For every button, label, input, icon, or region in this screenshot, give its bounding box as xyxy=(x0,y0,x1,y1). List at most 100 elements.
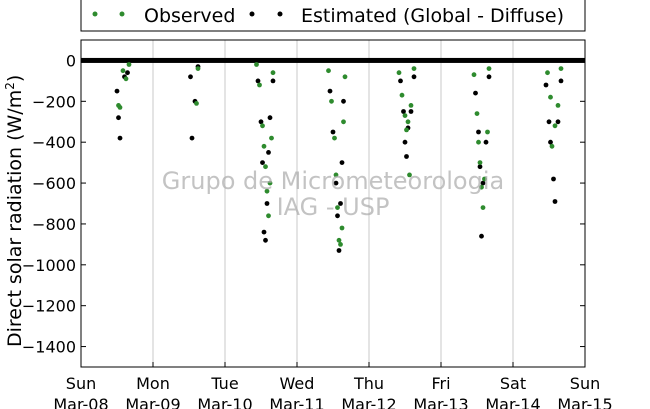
data-point xyxy=(333,172,339,178)
data-point xyxy=(116,115,121,121)
y-tick-label: −1000 xyxy=(22,256,76,275)
data-point xyxy=(336,237,342,243)
data-point xyxy=(258,119,264,125)
data-point xyxy=(195,66,201,71)
data-point xyxy=(329,98,334,104)
data-point xyxy=(267,115,273,121)
data-point xyxy=(486,74,492,80)
data-point xyxy=(270,78,276,84)
data-point xyxy=(477,164,483,170)
data-point xyxy=(330,129,336,135)
x-tick-label-day: Fri xyxy=(431,374,450,393)
data-point xyxy=(270,70,276,76)
data-point xyxy=(333,180,339,186)
x-tick-label-date: Mar-12 xyxy=(341,395,396,409)
data-point xyxy=(120,68,126,74)
data-point xyxy=(125,70,130,76)
data-point xyxy=(485,129,490,135)
x-tick-label-date: Mar-11 xyxy=(269,395,324,409)
data-point xyxy=(263,164,268,170)
data-point xyxy=(123,76,129,82)
data-point xyxy=(339,160,345,166)
data-point xyxy=(408,103,414,108)
x-tick-label-day: Wed xyxy=(280,374,315,393)
data-point xyxy=(555,103,561,108)
legend-label-estimated: Estimated (Global - Diffuse) xyxy=(301,5,564,27)
data-point xyxy=(552,123,558,129)
x-tick-label-date: Mar-14 xyxy=(485,395,540,409)
data-point xyxy=(404,127,409,133)
data-point xyxy=(551,176,556,182)
data-point xyxy=(342,74,348,80)
data-point xyxy=(189,135,195,141)
data-point xyxy=(401,109,406,114)
x-tick-label-day: Tue xyxy=(210,374,238,393)
y-tick-label: −800 xyxy=(32,215,76,234)
data-point xyxy=(399,92,405,98)
x-tick-label-day: Sat xyxy=(500,374,526,393)
legend-marker-observed xyxy=(92,11,125,17)
legend-marker-estimated xyxy=(249,11,283,17)
x-tick-label-day: Mon xyxy=(136,374,170,393)
x-tick-label-date: Mar-13 xyxy=(413,395,468,409)
data-point xyxy=(263,237,268,243)
data-point xyxy=(480,180,486,186)
data-point xyxy=(543,82,549,88)
data-point xyxy=(411,66,417,71)
data-point xyxy=(188,74,193,80)
y-axis-ticks: 0 −200 −400 −600 −800 −1000 −1200 −1400 xyxy=(22,51,585,357)
data-point xyxy=(257,82,262,88)
data-point xyxy=(483,139,489,145)
data-point xyxy=(558,66,564,71)
watermark-line: Grupo de Micrometeorologia xyxy=(162,167,504,195)
watermark-line: IAG - USP xyxy=(277,193,390,221)
data-point xyxy=(335,205,340,211)
data-point xyxy=(398,78,403,84)
data-point xyxy=(396,70,402,76)
gridlines xyxy=(152,40,514,367)
plot-area xyxy=(81,40,585,367)
data-point xyxy=(402,113,408,118)
data-point xyxy=(261,143,267,149)
data-point xyxy=(479,184,484,190)
data-point xyxy=(476,129,481,135)
y-tick-label: −400 xyxy=(32,133,76,152)
data-point xyxy=(404,154,409,159)
data-point xyxy=(261,229,267,235)
legend-frame xyxy=(80,0,586,32)
data-point xyxy=(266,213,271,219)
data-point xyxy=(474,111,480,116)
data-point xyxy=(407,172,412,178)
data-point xyxy=(332,135,337,141)
data-point xyxy=(117,135,123,141)
x-tick-label-date: Mar-08 xyxy=(53,395,108,409)
data-point xyxy=(341,119,346,125)
data-point xyxy=(408,109,414,114)
y-tick-label: −600 xyxy=(32,174,76,193)
data-point xyxy=(476,139,481,145)
data-point xyxy=(194,101,199,106)
data-point xyxy=(126,62,132,67)
x-tick-label-day: Sun xyxy=(66,374,96,393)
data-point xyxy=(471,72,477,78)
x-tick-label-day: Sun xyxy=(570,374,600,393)
data-point xyxy=(260,160,265,166)
y-tick-label: −1400 xyxy=(22,338,76,357)
data-point xyxy=(335,213,340,219)
data-point xyxy=(477,160,483,166)
data-point xyxy=(266,150,271,155)
data-point xyxy=(552,199,558,204)
data-point xyxy=(411,74,417,80)
data-point xyxy=(480,205,486,211)
data-point xyxy=(264,201,270,206)
data-point xyxy=(338,242,343,247)
data-point xyxy=(254,62,259,67)
data-point xyxy=(255,78,261,84)
data-points xyxy=(81,57,585,253)
data-point xyxy=(479,233,484,239)
data-point xyxy=(546,119,552,125)
data-point xyxy=(555,119,561,125)
legend-label-observed: Observed xyxy=(144,5,235,27)
data-point xyxy=(405,119,411,125)
x-tick-label-day: Thu xyxy=(353,374,384,393)
